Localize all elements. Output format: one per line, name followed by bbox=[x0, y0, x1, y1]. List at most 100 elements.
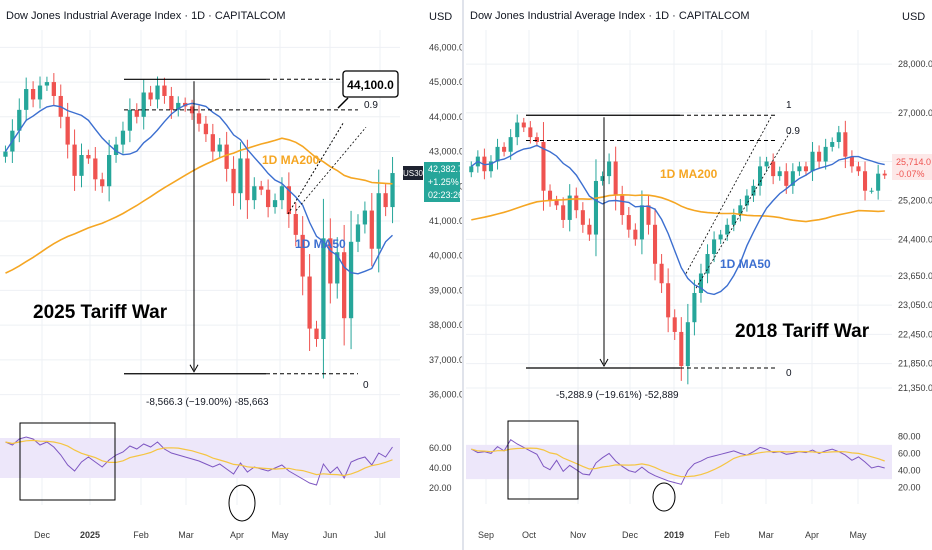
candle-body bbox=[134, 109, 139, 117]
candle-body bbox=[279, 186, 285, 201]
l-x-tick-label: 2025 bbox=[80, 530, 100, 540]
right-annotation-title: 2018 Tariff War bbox=[735, 321, 870, 342]
candle-body bbox=[646, 205, 651, 225]
candle-body bbox=[600, 176, 605, 181]
candle-body bbox=[245, 158, 250, 201]
candle-body bbox=[86, 155, 91, 159]
right-fib-0-label: 0 bbox=[786, 368, 792, 379]
candle-body bbox=[106, 155, 112, 187]
drop-arrow-head bbox=[599, 358, 609, 367]
candle-body bbox=[113, 144, 119, 155]
candle-body bbox=[348, 241, 354, 319]
candle-body bbox=[502, 146, 507, 152]
l-y-tick-label: 40,000.0 bbox=[429, 251, 464, 261]
candle-body bbox=[659, 263, 664, 284]
r-rsi-tick-label: 60.00 bbox=[898, 448, 921, 458]
l-y-tick-label: 38,000.0 bbox=[429, 320, 464, 330]
candle-body bbox=[469, 166, 474, 173]
r-rsi-tick-label: 40.00 bbox=[898, 466, 921, 476]
candle-body bbox=[541, 142, 546, 191]
candle-body bbox=[830, 142, 835, 147]
candle-body bbox=[100, 179, 105, 187]
left-fib-09-label: 0.9 bbox=[364, 100, 378, 111]
left-chart-title: Dow Jones Industrial Average Index · 1D … bbox=[6, 10, 286, 22]
candle-body bbox=[238, 158, 243, 194]
candle-body bbox=[698, 273, 704, 293]
candle-body bbox=[554, 200, 559, 206]
left-badge-change: +1.25% bbox=[428, 177, 459, 187]
candle-body bbox=[224, 144, 229, 169]
left-price-badge: US30 42,382.7 +1.25% 02:23:26 bbox=[403, 162, 463, 202]
candle-body bbox=[328, 238, 333, 284]
r-y-tick-label: 21,350.0 bbox=[898, 383, 932, 393]
l-y-tick-label: 37,000.0 bbox=[429, 355, 464, 365]
candle-body bbox=[718, 234, 723, 240]
candle-body bbox=[169, 95, 174, 110]
candle-body bbox=[141, 92, 146, 117]
candle-body bbox=[155, 85, 160, 100]
candle-body bbox=[37, 85, 43, 100]
rsi-ma-line bbox=[471, 447, 885, 478]
candle-body bbox=[495, 146, 500, 162]
r-y-tick-label: 22,450.0 bbox=[898, 329, 932, 339]
ma50-line bbox=[470, 144, 885, 296]
candle-body bbox=[148, 92, 153, 100]
l-rsi-tick-label: 20.00 bbox=[429, 483, 452, 493]
candle-body bbox=[293, 214, 298, 235]
candle-body bbox=[65, 116, 70, 145]
candle-body bbox=[515, 122, 520, 138]
l-x-tick-label: Feb bbox=[133, 530, 149, 540]
r-x-tick-label: Nov bbox=[570, 530, 587, 540]
left-drop-label: -8,566.3 (−19.00%) -85,663 bbox=[146, 397, 269, 408]
r-y-tick-label: 23,650.0 bbox=[898, 271, 932, 281]
candle-body bbox=[744, 195, 749, 206]
candle-body bbox=[652, 224, 658, 264]
right-price-marks bbox=[469, 114, 887, 385]
candle-body bbox=[561, 205, 566, 220]
left-annotations bbox=[19, 78, 367, 522]
candle-body bbox=[383, 193, 388, 208]
candle-body bbox=[580, 210, 585, 225]
rsi-highlight-circle bbox=[652, 482, 676, 512]
right-chart-panel[interactable]: 28,000.027,000.026,000.025,200.024,400.0… bbox=[466, 10, 932, 540]
right-moving-averages bbox=[470, 144, 885, 296]
left-badge-price: 42,382.7 bbox=[428, 164, 463, 174]
candle-body bbox=[342, 252, 347, 319]
left-ma50-label: 1D MA50 bbox=[295, 237, 346, 251]
candle-body bbox=[176, 102, 181, 110]
candle-body bbox=[757, 166, 763, 186]
candle-body bbox=[521, 122, 526, 128]
right-badge-price: 25,714.0 bbox=[896, 157, 931, 167]
candle-body bbox=[725, 224, 730, 235]
candle-body bbox=[587, 224, 592, 235]
l-y-tick-label: 46,000.0 bbox=[429, 42, 464, 52]
candle-body bbox=[633, 229, 638, 240]
candle-body bbox=[685, 322, 690, 367]
l-y-tick-label: 39,000.0 bbox=[429, 285, 464, 295]
candle-body bbox=[120, 130, 126, 145]
candle-body bbox=[692, 292, 697, 323]
left-ma200-label: 1D MA200 bbox=[262, 153, 320, 167]
ma200-line bbox=[471, 193, 885, 223]
candle-body bbox=[882, 173, 887, 176]
r-x-tick-label: May bbox=[849, 530, 867, 540]
candle-body bbox=[620, 195, 625, 216]
candle-body bbox=[390, 173, 395, 208]
rsi-highlight-box bbox=[19, 422, 116, 501]
candle-body bbox=[51, 82, 56, 96]
candle-body bbox=[790, 171, 795, 186]
candle-body bbox=[196, 113, 202, 124]
r-x-tick-label: Apr bbox=[805, 530, 819, 540]
candle-body bbox=[127, 109, 133, 131]
r-y-tick-label: 27,000.0 bbox=[898, 108, 932, 118]
candle-body bbox=[286, 186, 292, 215]
left-target-callout: 44,100.0 bbox=[342, 70, 399, 98]
left-chart-panel[interactable]: 46,000.045,000.044,000.043,000.042,000.0… bbox=[0, 0, 464, 550]
right-ma200-label: 1D MA200 bbox=[660, 167, 718, 181]
candle-body bbox=[771, 161, 776, 177]
l-rsi-tick-label: 40.00 bbox=[429, 463, 452, 473]
candle-body bbox=[823, 146, 828, 162]
candle-body bbox=[355, 224, 361, 242]
candle-body bbox=[777, 171, 782, 177]
